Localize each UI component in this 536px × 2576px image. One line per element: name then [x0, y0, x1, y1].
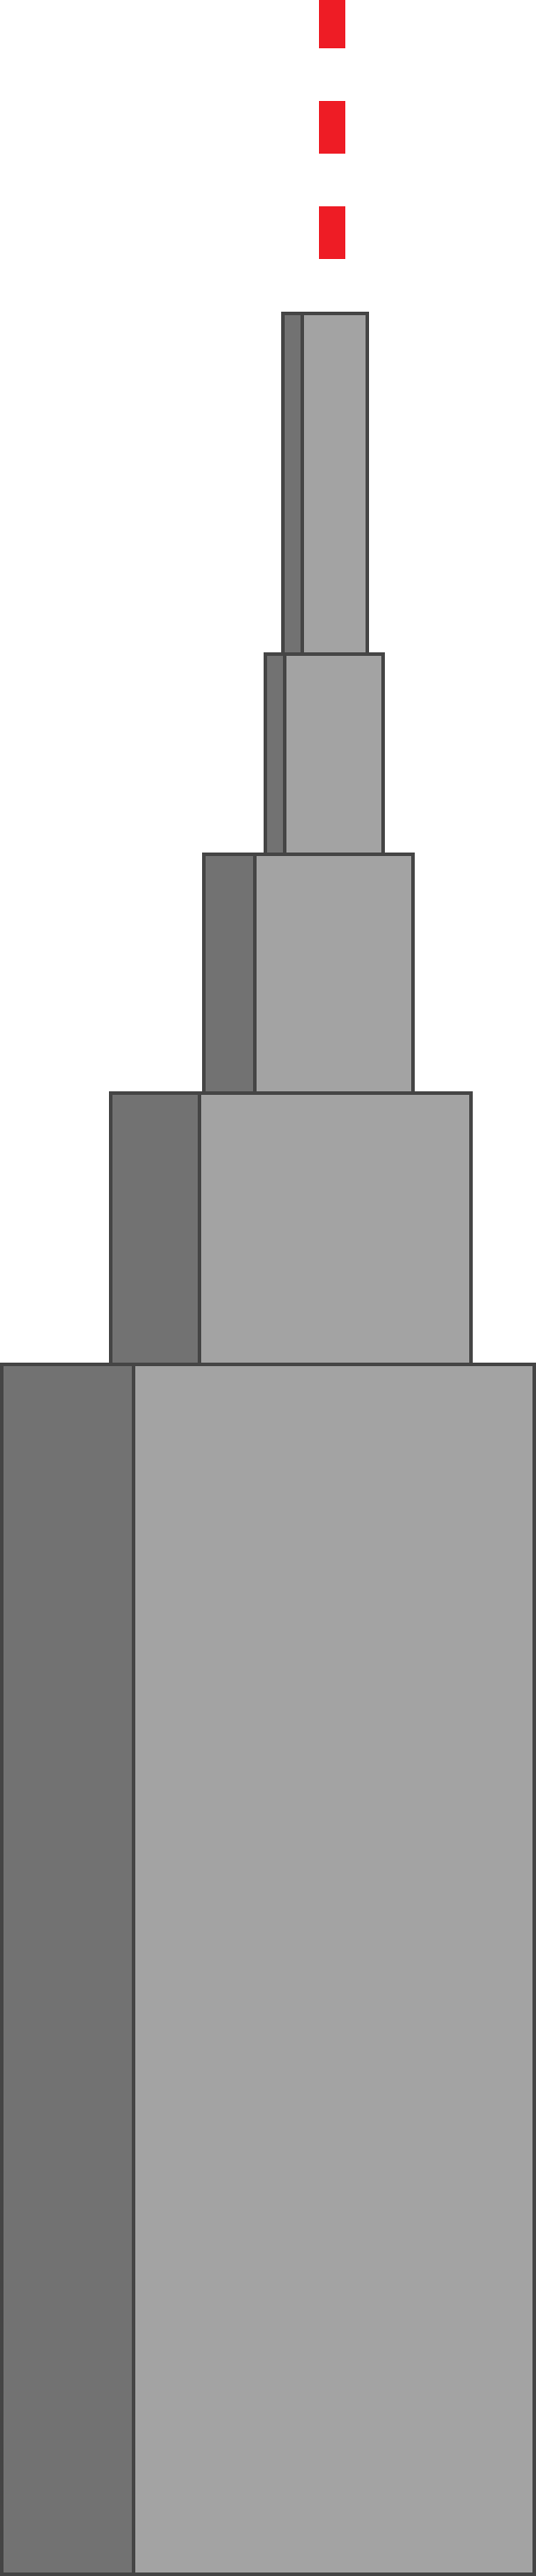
tower-tier-5	[281, 312, 369, 656]
tower-tier-1	[0, 1363, 536, 2576]
tier-3-shadow-face	[202, 853, 257, 1095]
tier-1-shadow-face	[0, 1363, 135, 2576]
red-dash-segment	[319, 206, 345, 259]
tier-3-lit-face	[253, 853, 415, 1095]
tier-4-lit-face	[283, 652, 385, 856]
red-dash-segment	[319, 101, 345, 154]
tier-5-lit-face	[301, 312, 369, 656]
tower-tier-4	[264, 652, 385, 856]
tower-tier-2	[109, 1091, 473, 1366]
tower-tier-3	[202, 853, 415, 1095]
red-dash-segment	[319, 0, 345, 48]
tier-1-lit-face	[132, 1363, 536, 2576]
tier-5-shadow-face	[281, 312, 304, 656]
tier-2-shadow-face	[109, 1091, 201, 1366]
tier-2-lit-face	[198, 1091, 473, 1366]
tier-4-shadow-face	[264, 652, 286, 856]
red-dashed-line	[319, 0, 345, 259]
